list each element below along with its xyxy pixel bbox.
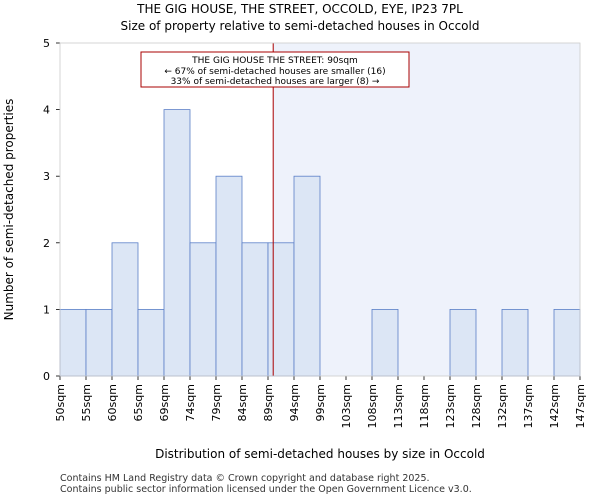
- annotation-line-3: 33% of semi-detached houses are larger (…: [171, 77, 380, 87]
- x-tick-label: 69sqm: [158, 384, 171, 421]
- x-tick-label: 84sqm: [236, 384, 249, 421]
- bar-60sqm: [111, 242, 139, 377]
- bar-79sqm: [215, 175, 243, 377]
- x-tick-label: 74sqm: [184, 384, 197, 421]
- bar-108sqm: [371, 308, 399, 377]
- annotation-line-2: ← 67% of semi-detached houses are smalle…: [164, 67, 385, 77]
- y-tick-label: 4: [43, 104, 50, 117]
- x-tick-label: 132sqm: [496, 384, 509, 428]
- bar-55sqm: [85, 308, 113, 377]
- footer-line-1: Contains HM Land Registry data © Crown c…: [60, 473, 430, 484]
- x-tick-label: 118sqm: [418, 384, 431, 428]
- larger-properties-shade: [273, 43, 580, 376]
- x-tick-label: 94sqm: [288, 384, 301, 421]
- x-tick-label: 113sqm: [392, 384, 405, 428]
- bar-89sqm: [267, 242, 295, 377]
- chart-title: THE GIG HOUSE, THE STREET, OCCOLD, EYE, …: [137, 2, 463, 16]
- plot-frame: [59, 42, 581, 377]
- y-axis-label: Number of semi-detached properties: [2, 99, 16, 321]
- x-tick-label: 108sqm: [366, 384, 379, 428]
- x-tick-label: 99sqm: [314, 384, 327, 421]
- x-axis-label: Distribution of semi-detached houses by …: [155, 447, 485, 461]
- bar-142sqm: [553, 308, 581, 377]
- x-tick-label: 89sqm: [262, 384, 275, 421]
- x-tick-label: 142sqm: [548, 384, 561, 428]
- y-tick-label: 0: [43, 370, 50, 383]
- x-tick-label: 65sqm: [132, 384, 145, 421]
- y-tick-label: 5: [43, 37, 50, 50]
- bar-123sqm: [449, 308, 477, 377]
- x-tick-label: 137sqm: [522, 384, 535, 428]
- x-tick-label: 123sqm: [444, 384, 457, 428]
- x-tick-label: 103sqm: [340, 384, 353, 428]
- bar-132sqm: [501, 308, 529, 377]
- bar-84sqm: [241, 242, 269, 377]
- x-tick-label: 128sqm: [470, 384, 483, 428]
- bar-69sqm: [163, 109, 191, 377]
- y-tick-label: 1: [43, 303, 50, 316]
- y-tick-label: 3: [43, 170, 50, 183]
- bar-50sqm: [59, 308, 87, 377]
- bar-74sqm: [189, 242, 217, 377]
- chart-subtitle: Size of property relative to semi-detach…: [120, 19, 480, 33]
- bar-94sqm: [293, 175, 321, 377]
- x-tick-label: 79sqm: [210, 384, 223, 421]
- x-tick-label: 50sqm: [54, 384, 67, 421]
- x-tick-label: 147sqm: [574, 384, 587, 428]
- annotation-line-1: THE GIG HOUSE THE STREET: 90sqm: [191, 56, 358, 66]
- x-tick-label: 60sqm: [106, 384, 119, 421]
- annotation-box: THE GIG HOUSE THE STREET: 90sqm ← 67% of…: [140, 51, 410, 88]
- annotation-border: [140, 51, 410, 88]
- bar-65sqm: [137, 308, 165, 377]
- footer-line-2: Contains public sector information licen…: [60, 484, 472, 495]
- y-tick-label: 2: [43, 237, 50, 250]
- x-tick-label: 55sqm: [80, 384, 93, 421]
